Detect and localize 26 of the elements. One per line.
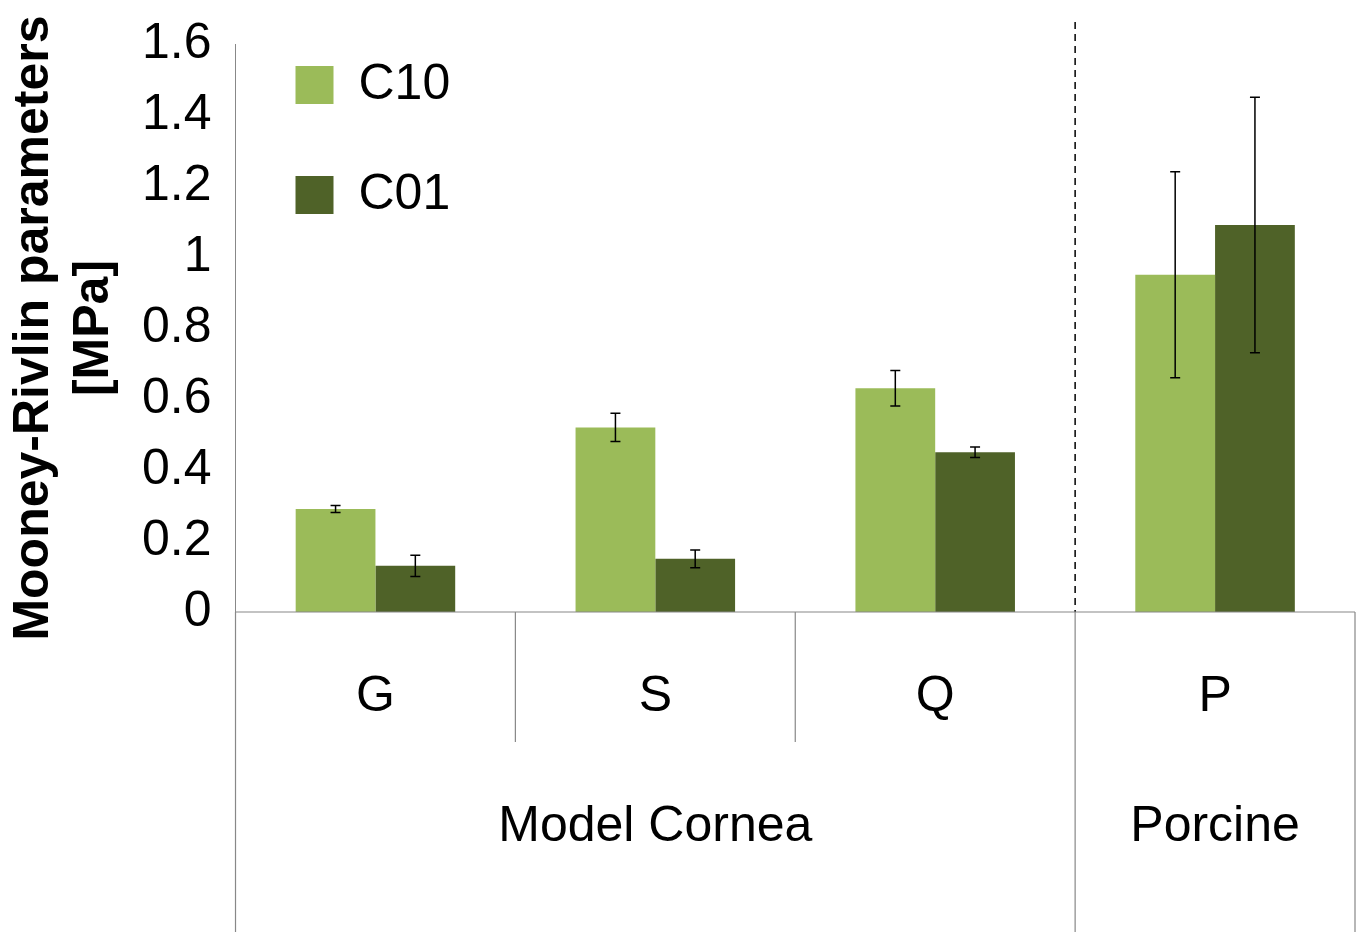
text: Porcine	[1130, 795, 1300, 852]
y-tick-label: 0.2	[141, 509, 212, 566]
y-axis-title: Mooney-Rivlin parameters [MPa]	[2, 15, 119, 641]
bar	[575, 427, 656, 612]
legend-label: C01	[358, 163, 451, 220]
y-tick-label: 0	[183, 580, 212, 637]
y-tick-label: 0.6	[141, 367, 212, 424]
bar	[1135, 274, 1216, 612]
bar	[295, 509, 376, 612]
x-tick-label: Q	[915, 665, 955, 722]
y-tick-label: 1	[183, 225, 212, 282]
y-tick-label: 1.4	[141, 83, 212, 140]
x-tick-label: G	[355, 665, 395, 722]
bar	[1215, 225, 1295, 612]
bar	[655, 558, 736, 612]
text: Model Cornea	[498, 795, 813, 852]
y-tick-label: 0.8	[141, 296, 212, 353]
y-tick-label: 1.2	[141, 154, 212, 211]
bar	[935, 452, 1015, 612]
y-tick-label: 0.4	[141, 438, 212, 495]
x-tick-label: P	[1198, 665, 1232, 722]
legend-label: C10	[358, 53, 451, 110]
bar	[375, 565, 456, 612]
x-tick-label: S	[638, 665, 672, 722]
bar	[855, 388, 936, 612]
y-tick-label: 1.6	[141, 12, 212, 69]
